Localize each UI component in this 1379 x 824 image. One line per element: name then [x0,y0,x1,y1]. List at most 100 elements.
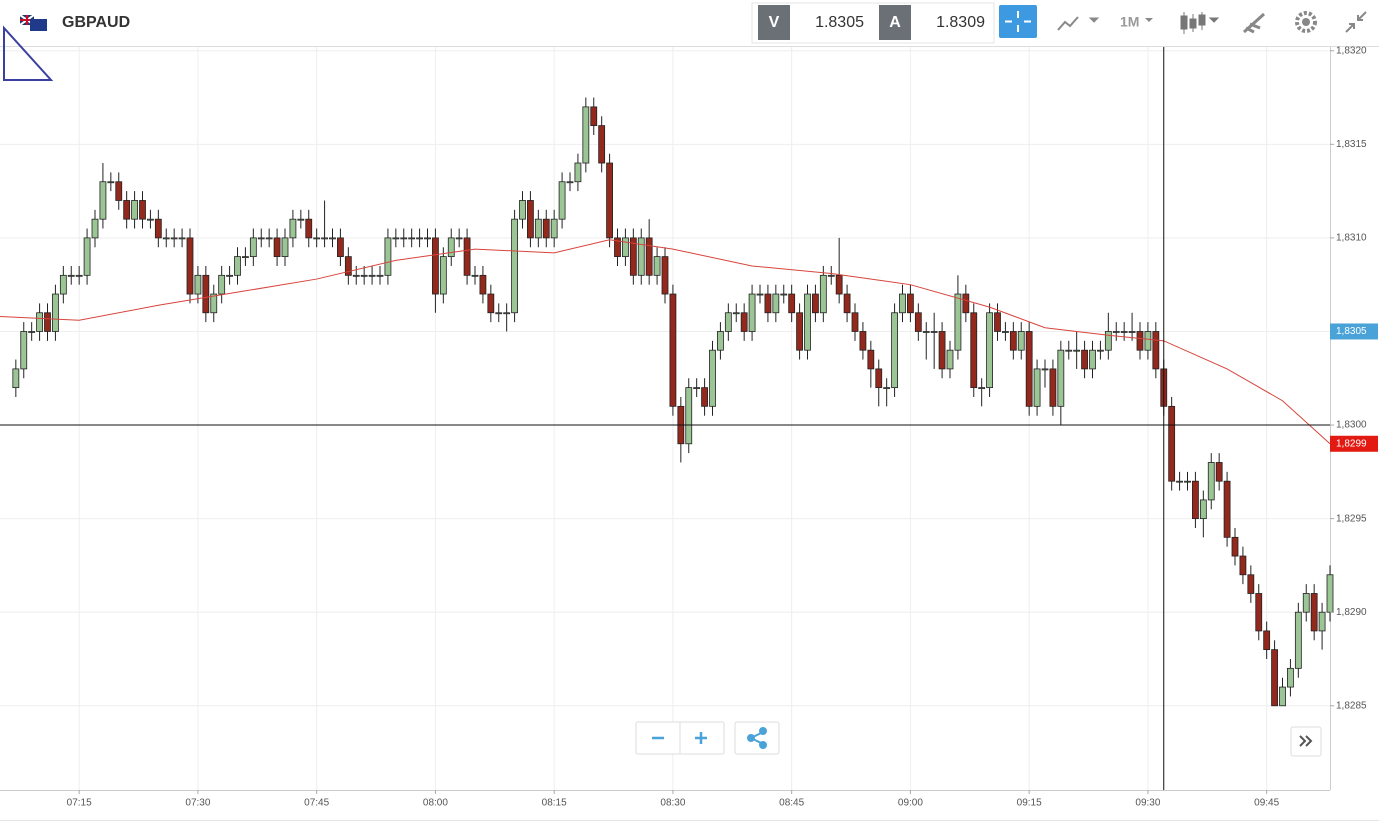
candle-body [851,312,859,332]
y-tick-label: 1,8300 [1336,420,1367,431]
candle-body [313,237,321,240]
bid-box[interactable] [758,5,790,40]
candle-body [234,256,241,276]
scroll-right-button[interactable] [1290,726,1322,757]
price-marker-label: 1,8305 [1336,326,1367,337]
candle-body [20,331,28,370]
candle-body [629,237,637,276]
candle-body [408,237,416,240]
candle-body [914,312,922,332]
candle-body [622,237,629,258]
ask-label: A [889,14,901,31]
candle-body [178,237,186,240]
candle-body [1002,331,1009,333]
price-panel [751,2,995,44]
candle-button[interactable] [1180,12,1220,34]
candle-body [835,274,843,295]
candle-body [780,293,788,296]
x-tick-label: 09:45 [1254,798,1279,809]
candle-body [693,387,701,390]
plot [0,97,1334,707]
candle-body [661,256,669,295]
candle-body [511,218,518,314]
candle-body [487,293,495,314]
candle-body [1184,480,1191,483]
candle-body [1207,462,1215,501]
x-tick-label: 08:30 [660,798,685,809]
price-marker [1330,323,1378,340]
y-tick-label: 1,8290 [1336,607,1367,618]
y-tick-label: 1,8295 [1336,513,1367,524]
candle-body [1231,536,1239,557]
triangle-drawing[interactable] [3,25,54,81]
candle-body [986,312,993,389]
candle-body [210,293,218,314]
candle-body [1144,331,1152,351]
candle-body [598,125,606,164]
ask-price: 1.8309 [936,14,985,31]
candle-body [519,200,526,220]
candle-body [645,237,653,276]
candle-body [717,331,724,351]
candle-body [115,181,123,201]
candle-body [67,274,75,277]
candle-body [614,237,621,258]
candle-body [1247,574,1255,594]
candle-body [653,256,661,276]
candle-body [954,293,962,351]
collapse-button[interactable] [1345,11,1367,33]
candle-body [1104,331,1112,351]
share-button[interactable] [747,727,767,749]
candle-body [756,293,764,296]
candle-body [1017,331,1025,351]
candle-body [479,274,487,295]
candle-body [249,237,257,258]
candle-body [978,387,986,390]
grid [0,47,1330,790]
candle-body [1128,331,1136,333]
candle-body [740,312,748,332]
chart-type-button[interactable] [1057,16,1100,31]
candle-body [1239,555,1247,576]
candle-body [1009,331,1017,351]
draw-button[interactable] [1242,12,1266,34]
candle-body [1025,331,1033,407]
crosshair-button[interactable] [999,5,1037,38]
candle-body [812,293,819,314]
ask-box[interactable] [879,5,911,40]
candle-body [297,218,305,221]
candle-body [447,237,455,258]
candle-body [994,312,1001,332]
candle-body [709,349,716,407]
y-tick-label: 1,8285 [1336,700,1367,711]
x-tick-label: 09:00 [898,798,923,809]
candle-body [218,274,226,295]
settings-button[interactable] [1295,11,1317,33]
candle-body [527,200,534,239]
price-marker [1330,435,1378,452]
candle-body [907,293,914,314]
bid-price: 1.8305 [815,14,864,31]
candle-body [265,237,273,240]
candle-body [859,331,867,351]
candle-body [875,368,883,389]
timeframe[interactable]: 1M [1120,14,1139,30]
candle-body [1168,405,1176,482]
candle-body [867,349,875,370]
x-tick-label: 07:45 [304,798,329,809]
timeframe-caret [1145,18,1153,22]
candle-body [455,237,463,240]
candle-body [1041,368,1049,371]
zoom-in[interactable] [695,732,707,744]
candle-body [788,293,796,314]
candle-body [946,349,954,370]
candle-body [368,274,376,277]
moving-average [0,239,1331,445]
candle-body [392,237,400,240]
candle-body [883,387,891,390]
candle-body [463,237,471,276]
x-tick-label: 08:45 [779,798,804,809]
candle-body [162,237,170,240]
candle-body [1263,630,1271,651]
candle-body [1223,480,1231,538]
